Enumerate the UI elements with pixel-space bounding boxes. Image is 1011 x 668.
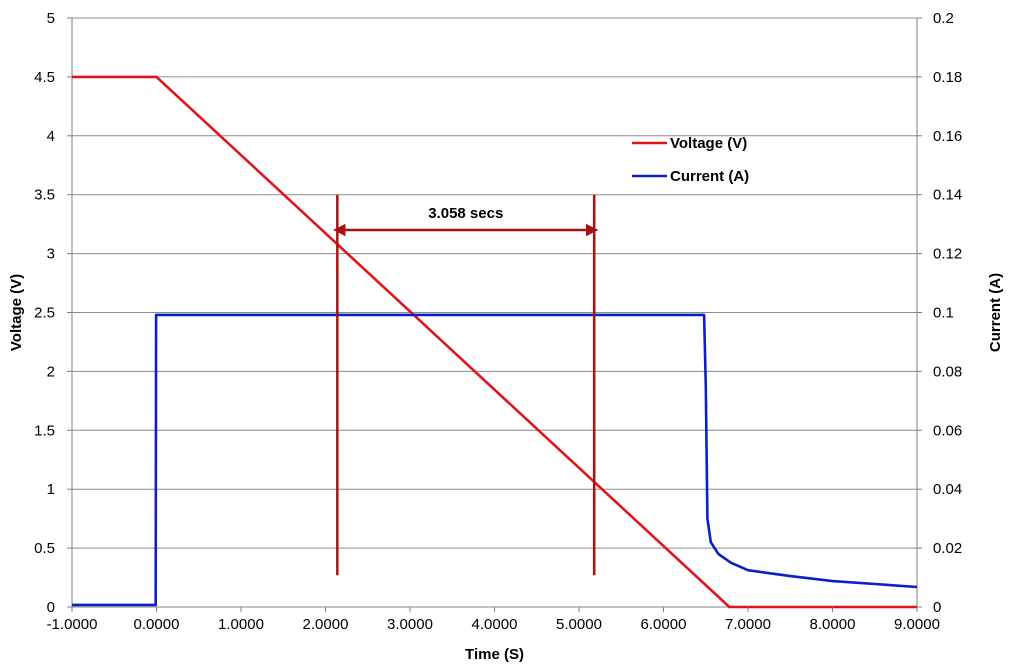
- y-tick-label-2: 1: [47, 481, 55, 498]
- voltage-line: [72, 75, 917, 609]
- x-tick-label-8: 7.0000: [725, 616, 771, 633]
- y-tick-label-4: 2: [47, 363, 55, 380]
- x-tick-label-7: 6.0000: [641, 616, 687, 633]
- y-tick-label-0: 0: [47, 599, 55, 616]
- y2-tick-label-10: 0.2: [933, 10, 954, 27]
- y-tick-label-6: 3: [47, 246, 55, 263]
- series-layer: [72, 75, 918, 609]
- x-tick-label-0: -1.0000: [47, 616, 98, 633]
- legend-label-voltage: Voltage (V): [670, 135, 747, 152]
- x-tick-label-9: 8.0000: [810, 616, 856, 633]
- x-axis-title: Time (S): [465, 646, 524, 663]
- y2-tick-label-8: 0.16: [933, 128, 962, 145]
- y2-tick-label-5: 0.1: [933, 305, 954, 322]
- x-tick-label-4: 3.0000: [387, 616, 433, 633]
- y2-tick-label-1: 0.02: [933, 540, 962, 557]
- x-tick-label-2: 1.0000: [218, 616, 264, 633]
- y2-axis-title: Current (A): [987, 273, 1004, 352]
- y-tick-label-9: 4.5: [34, 69, 55, 86]
- current-line: [72, 313, 918, 607]
- y2-tick-label-2: 0.04: [933, 481, 962, 498]
- x-tick-label-3: 2.0000: [303, 616, 349, 633]
- y2-tick-label-3: 0.06: [933, 422, 962, 439]
- y-tick-label-10: 5: [47, 10, 55, 27]
- legend: Voltage (V) Current (A): [632, 135, 749, 185]
- gridlines: [72, 17, 917, 549]
- y-tick-label-8: 4: [47, 128, 55, 145]
- x-axis-ticks: -1.0000 0.0000 1.0000 2.0000 3.0000 4.0000 5.0…: [47, 607, 940, 633]
- y2-tick-label-7: 0.14: [933, 187, 962, 204]
- annotation-layer: 3.058 secs: [333, 194, 599, 576]
- y2-axis-ticks: 0 0.02 0.04 0.06 0.08 0.1 0.12 0.14 0.16 0.18 0.2: [917, 10, 962, 616]
- y2-tick-label-9: 0.18: [933, 69, 962, 86]
- interval-label: 3.058 secs: [428, 205, 503, 222]
- y-tick-label-7: 3.5: [34, 187, 55, 204]
- x-tick-label-10: 9.0000: [894, 616, 940, 633]
- x-tick-label-6: 5.0000: [556, 616, 602, 633]
- y-axis-ticks: 0 0.5 1 1.5 2 2.5 3 3.5 4 4.5 5: [34, 10, 72, 616]
- x-tick-label-1: 0.0000: [134, 616, 180, 633]
- y-axis-title: Voltage (V): [8, 274, 25, 351]
- y2-tick-label-0: 0: [933, 599, 941, 616]
- x-tick-label-5: 4.0000: [472, 616, 518, 633]
- y2-tick-label-6: 0.12: [933, 246, 962, 263]
- legend-label-current: Current (A): [670, 168, 749, 185]
- y-tick-label-5: 2.5: [34, 305, 55, 322]
- y-tick-label-3: 1.5: [34, 422, 55, 439]
- y-tick-label-1: 0.5: [34, 540, 55, 557]
- y2-tick-label-4: 0.08: [933, 363, 962, 380]
